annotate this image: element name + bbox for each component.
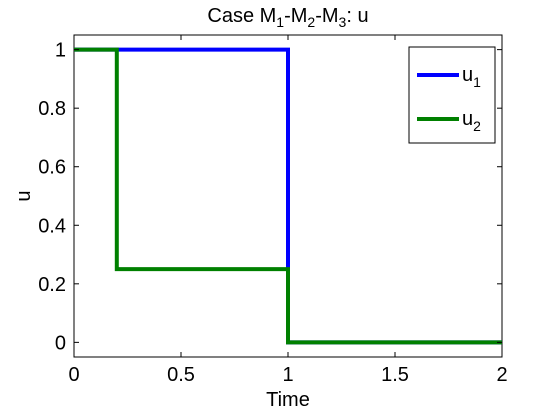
series-line-u2 [74,47,502,345]
y-tick-label: 0.8 [38,98,66,120]
y-tick-label: 0.6 [38,157,66,179]
y-tick-label: 0.4 [38,215,66,237]
y-tick-label: 1 [55,40,66,62]
x-tick-label: 0.5 [167,364,195,386]
chart-title: Case M1-M2-M3: u [207,5,368,30]
legend-box [408,46,496,144]
plot-layer: 0 0.5 1 1.5 2 0 0.2 0.4 0.6 0.8 1 u1 u2 [38,34,508,386]
x-tick-label: 2 [496,364,507,386]
x-tick-label: 1.5 [381,364,409,386]
y-axis-label: u [13,190,35,201]
legend-label-u1: u1 [462,64,481,90]
x-tick-label: 0 [68,364,79,386]
x-tick-label: 1 [282,364,293,386]
x-axis-label: Time [266,389,310,411]
legend-label-u2: u2 [462,108,481,134]
y-tick-label: 0.2 [38,274,66,296]
y-tick-label: 0 [55,332,66,354]
